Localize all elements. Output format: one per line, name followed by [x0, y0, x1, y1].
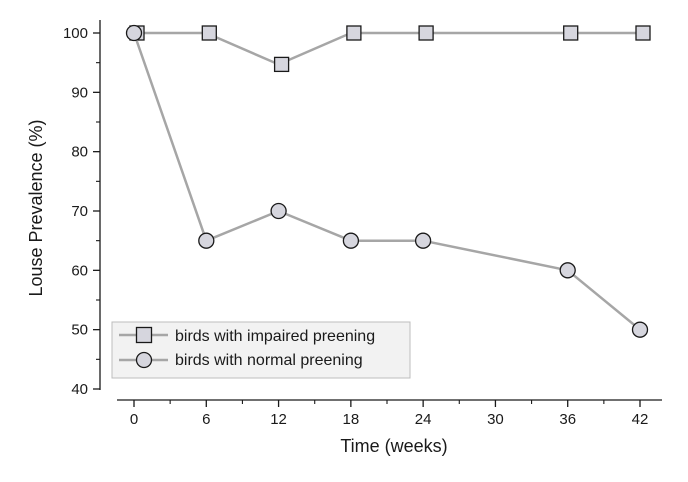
x-tick-label: 12 — [270, 411, 287, 428]
legend-marker-circle — [135, 351, 153, 369]
y-axis-label: Louse Prevalence (%) — [26, 119, 46, 296]
data-point-circle — [414, 232, 432, 249]
y-tick-label: 40 — [71, 381, 88, 398]
data-point-square — [273, 56, 290, 73]
x-tick-label: 18 — [343, 411, 360, 428]
x-tick-label: 42 — [632, 411, 649, 428]
axes — [99, 20, 662, 401]
series-line — [132, 32, 641, 331]
data-point-circle — [631, 321, 649, 338]
data-point-circle — [342, 232, 360, 249]
data-point-square — [635, 25, 651, 41]
series — [125, 24, 651, 338]
series-square — [129, 25, 651, 73]
x-axis-label: Time (weeks) — [340, 436, 447, 456]
x-tick-label: 24 — [415, 411, 432, 428]
y-tick-label: 50 — [71, 322, 88, 339]
data-point-circle — [198, 232, 215, 249]
data-point-square — [346, 25, 362, 41]
y-tick-label: 60 — [71, 262, 88, 279]
legend-marker-square — [135, 326, 153, 344]
legend-box — [111, 321, 411, 379]
legend-label-normal: birds with normal preening — [175, 352, 363, 369]
y-tick-label: 100 — [63, 25, 88, 42]
x-tick-label: 36 — [559, 411, 576, 428]
data-point-square — [563, 25, 579, 41]
y-tick-label: 70 — [71, 203, 88, 220]
data-point-circle — [125, 24, 143, 42]
y-tick-label: 80 — [71, 144, 88, 161]
data-point-square — [418, 25, 434, 41]
legend-label-impaired: birds with impaired preening — [175, 328, 375, 345]
x-tick-label: 6 — [202, 411, 210, 428]
ticks: 40 50 60 70 80 90 100 0 6 12 18 24 30 36 42 — [63, 25, 648, 428]
series-circle — [125, 24, 649, 338]
x-tick-label: 30 — [487, 411, 504, 428]
y-tick-label: 90 — [71, 84, 88, 101]
data-point-square — [201, 25, 217, 41]
legend: birds with impaired preening birds with … — [111, 321, 411, 379]
data-point-circle — [270, 202, 287, 220]
x-tick-label: 0 — [130, 411, 138, 428]
data-point-circle — [559, 262, 576, 279]
